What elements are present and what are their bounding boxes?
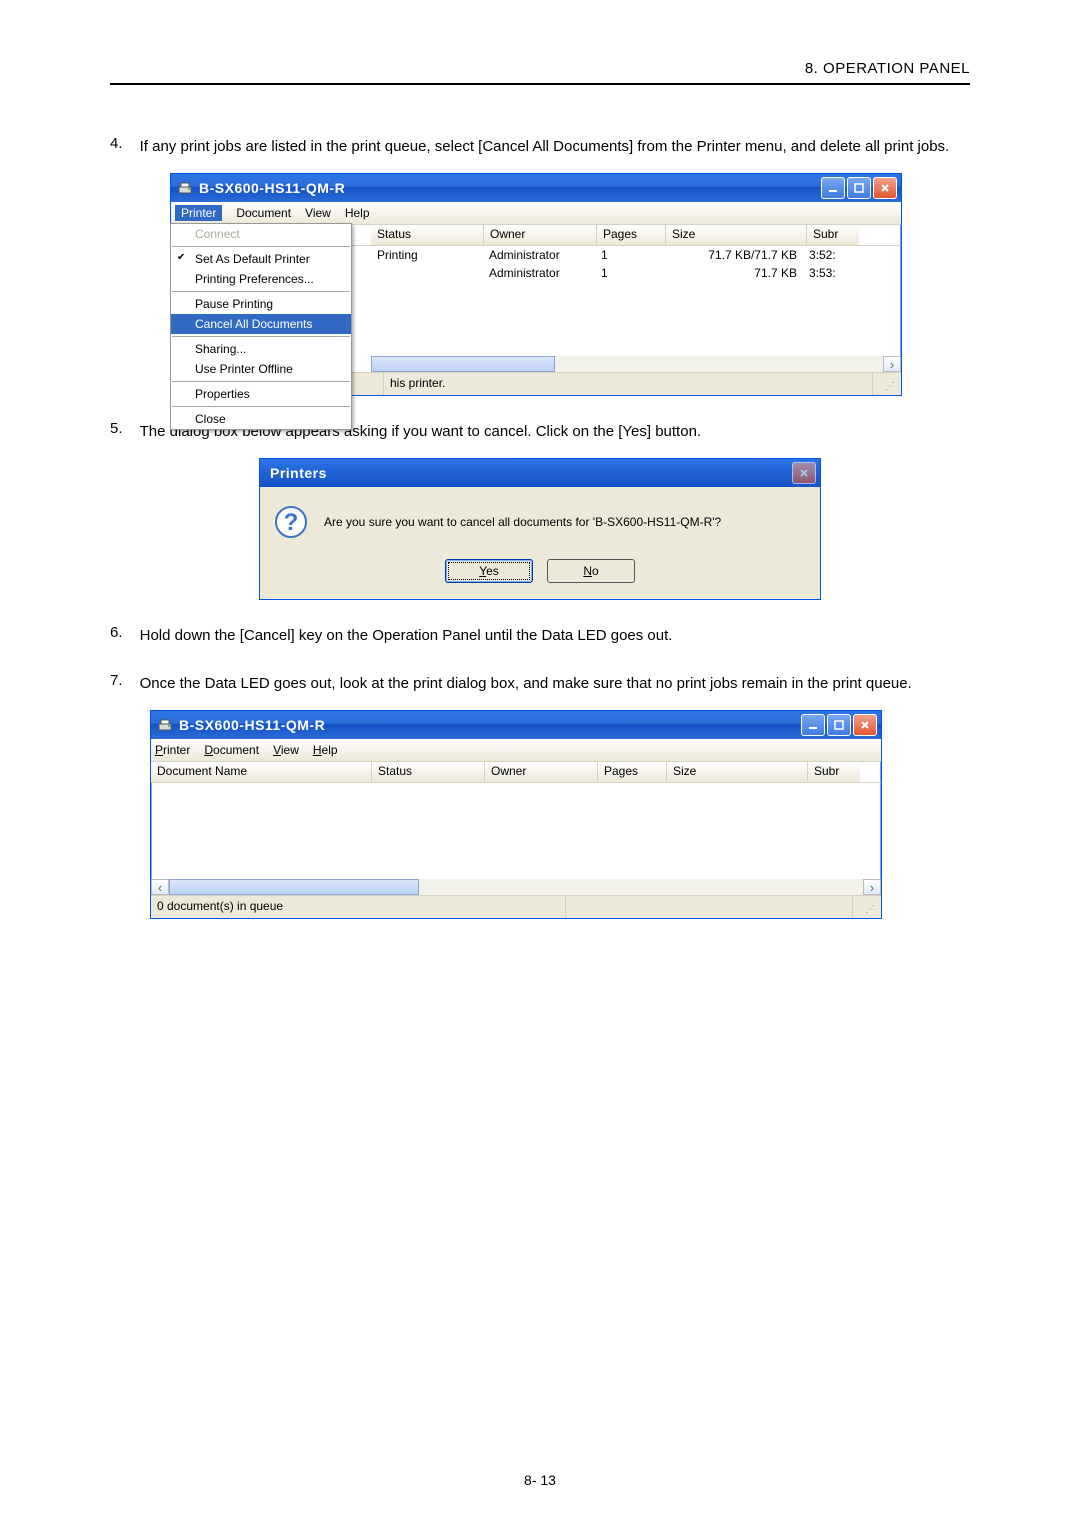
cell-size: 71.7 KB bbox=[663, 266, 803, 280]
col-subr[interactable]: Subr bbox=[808, 762, 860, 782]
table-row[interactable]: Administrator 1 71.7 KB 3:53: bbox=[371, 264, 901, 282]
status-text: his printer. bbox=[384, 373, 873, 395]
menu-item[interactable]: Printing Preferences... bbox=[171, 269, 351, 289]
menu-item[interactable]: Pause Printing bbox=[171, 294, 351, 314]
scroll-right-icon[interactable]: › bbox=[863, 879, 881, 895]
printer-menu-dropdown[interactable]: Connect Set As Default PrinterPrinting Pr… bbox=[170, 223, 352, 430]
step-number: 7. bbox=[110, 672, 136, 689]
menu-item[interactable]: Close bbox=[171, 409, 351, 429]
statusbar: 0 document(s) in queue ⋰ bbox=[151, 895, 881, 918]
step-text: Once the Data LED goes out, look at the … bbox=[140, 672, 970, 696]
col-status[interactable]: Status bbox=[372, 762, 485, 782]
col-size[interactable]: Size bbox=[666, 225, 807, 245]
menu-item[interactable]: Set As Default Printer bbox=[171, 249, 351, 269]
scroll-thumb[interactable] bbox=[169, 879, 419, 895]
menu-document[interactable]: Document bbox=[236, 206, 291, 220]
menu-help[interactable]: Help bbox=[345, 206, 370, 220]
close-button[interactable] bbox=[873, 177, 897, 199]
status-text: 0 document(s) in queue bbox=[157, 899, 283, 913]
h-scrollbar[interactable]: › bbox=[371, 356, 901, 372]
cell-pages: 1 bbox=[595, 248, 663, 262]
menubar[interactable]: Printer Document View Help bbox=[171, 202, 901, 225]
scroll-right-icon[interactable]: › bbox=[883, 356, 901, 372]
menu-document[interactable]: Document bbox=[204, 743, 259, 757]
menu-item[interactable]: Cancel All Documents bbox=[171, 314, 351, 334]
maximize-button[interactable] bbox=[847, 177, 871, 199]
cell-status: Printing bbox=[371, 248, 483, 262]
printer-icon bbox=[177, 180, 193, 196]
col-owner[interactable]: Owner bbox=[484, 225, 597, 245]
step-text: If any print jobs are listed in the prin… bbox=[140, 135, 970, 159]
menu-view[interactable]: View bbox=[305, 206, 331, 220]
yes-button[interactable]: Yes bbox=[445, 559, 533, 583]
section-header: 8. OPERATION PANEL bbox=[110, 60, 970, 77]
menu-help[interactable]: Help bbox=[313, 743, 338, 757]
col-document[interactable]: Document Name bbox=[151, 762, 372, 782]
page-number: 8- 13 bbox=[0, 1472, 1080, 1488]
window-title: B-SX600-HS11-QM-R bbox=[179, 717, 801, 733]
scroll-thumb[interactable] bbox=[371, 356, 555, 372]
no-button[interactable]: No bbox=[547, 559, 635, 583]
cell-owner: Administrator bbox=[483, 266, 595, 280]
cell-owner: Administrator bbox=[483, 248, 595, 262]
menu-view[interactable]: View bbox=[273, 743, 299, 757]
step-number: 4. bbox=[110, 135, 136, 152]
menu-item[interactable]: Sharing... bbox=[171, 339, 351, 359]
menu-printer[interactable]: Printer bbox=[155, 743, 190, 757]
resize-grip-icon[interactable]: ⋰ bbox=[853, 896, 881, 918]
column-headers[interactable]: Document Name Status Owner Pages Size Su… bbox=[151, 762, 881, 783]
dialog-title: Printers bbox=[266, 465, 792, 481]
menu-item[interactable]: Use Printer Offline bbox=[171, 359, 351, 379]
h-scrollbar[interactable]: ‹ › bbox=[151, 879, 881, 895]
menu-item: Connect bbox=[171, 224, 351, 244]
printer-icon bbox=[157, 717, 173, 733]
cell-sub: 3:53: bbox=[803, 266, 855, 280]
minimize-button[interactable] bbox=[801, 714, 825, 736]
titlebar[interactable]: B-SX600-HS11-QM-R bbox=[151, 711, 881, 739]
dialog-titlebar[interactable]: Printers bbox=[260, 459, 820, 487]
menu-item[interactable]: Properties bbox=[171, 384, 351, 404]
question-icon: ? bbox=[274, 505, 308, 539]
step-number: 5. bbox=[110, 420, 136, 437]
cell-size: 71.7 KB/71.7 KB bbox=[663, 248, 803, 262]
titlebar[interactable]: B-SX600-HS11-QM-R bbox=[171, 174, 901, 202]
col-status[interactable]: Status bbox=[371, 225, 484, 245]
print-queue-window-2: B-SX600-HS11-QM-R Printer Document View … bbox=[150, 710, 882, 919]
table-row[interactable]: Printing Administrator 1 71.7 KB/71.7 KB… bbox=[371, 246, 901, 264]
dialog-message: Are you sure you want to cancel all docu… bbox=[324, 515, 721, 529]
col-size[interactable]: Size bbox=[667, 762, 808, 782]
col-pages[interactable]: Pages bbox=[598, 762, 667, 782]
menubar[interactable]: Printer Document View Help bbox=[151, 739, 881, 762]
cell-pages: 1 bbox=[595, 266, 663, 280]
close-button[interactable] bbox=[792, 462, 816, 484]
confirm-dialog: Printers ? Are you sure you want to canc… bbox=[259, 458, 821, 600]
header-rule bbox=[110, 83, 970, 85]
menu-printer[interactable]: Printer bbox=[175, 205, 222, 221]
cell-sub: 3:52: bbox=[803, 248, 855, 262]
window-title: B-SX600-HS11-QM-R bbox=[199, 180, 821, 196]
step-number: 6. bbox=[110, 624, 136, 641]
maximize-button[interactable] bbox=[827, 714, 851, 736]
col-owner[interactable]: Owner bbox=[485, 762, 598, 782]
resize-grip-icon[interactable]: ⋰ bbox=[873, 373, 901, 395]
svg-text:?: ? bbox=[284, 509, 299, 536]
col-subr[interactable]: Subr bbox=[807, 225, 859, 245]
job-list-empty bbox=[151, 783, 881, 879]
step-text: Hold down the [Cancel] key on the Operat… bbox=[140, 624, 970, 648]
close-button[interactable] bbox=[853, 714, 877, 736]
minimize-button[interactable] bbox=[821, 177, 845, 199]
col-pages[interactable]: Pages bbox=[597, 225, 666, 245]
scroll-left-icon[interactable]: ‹ bbox=[151, 879, 169, 895]
